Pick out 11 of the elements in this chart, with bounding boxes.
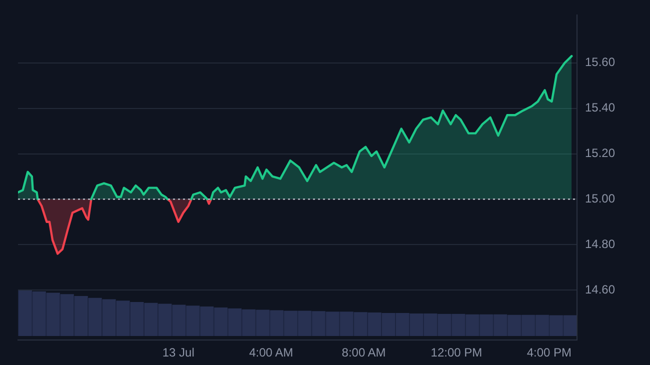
x-tick-label: 13 Jul [162,346,194,360]
y-tick-label: 15.60 [585,55,616,70]
x-tick-label: 12:00 PM [430,346,482,360]
x-tick-label: 4:00 PM [526,346,572,360]
y-tick-label: 15.00 [585,191,616,206]
x-tick-label: 8:00 AM [342,346,386,360]
y-tick-label: 14.80 [585,236,616,251]
y-tick-label: 15.40 [585,100,616,115]
x-tick-label: 4:00 AM [249,346,294,360]
y-tick-label: 14.60 [585,282,616,296]
y-tick-label: 15.20 [585,146,616,160]
